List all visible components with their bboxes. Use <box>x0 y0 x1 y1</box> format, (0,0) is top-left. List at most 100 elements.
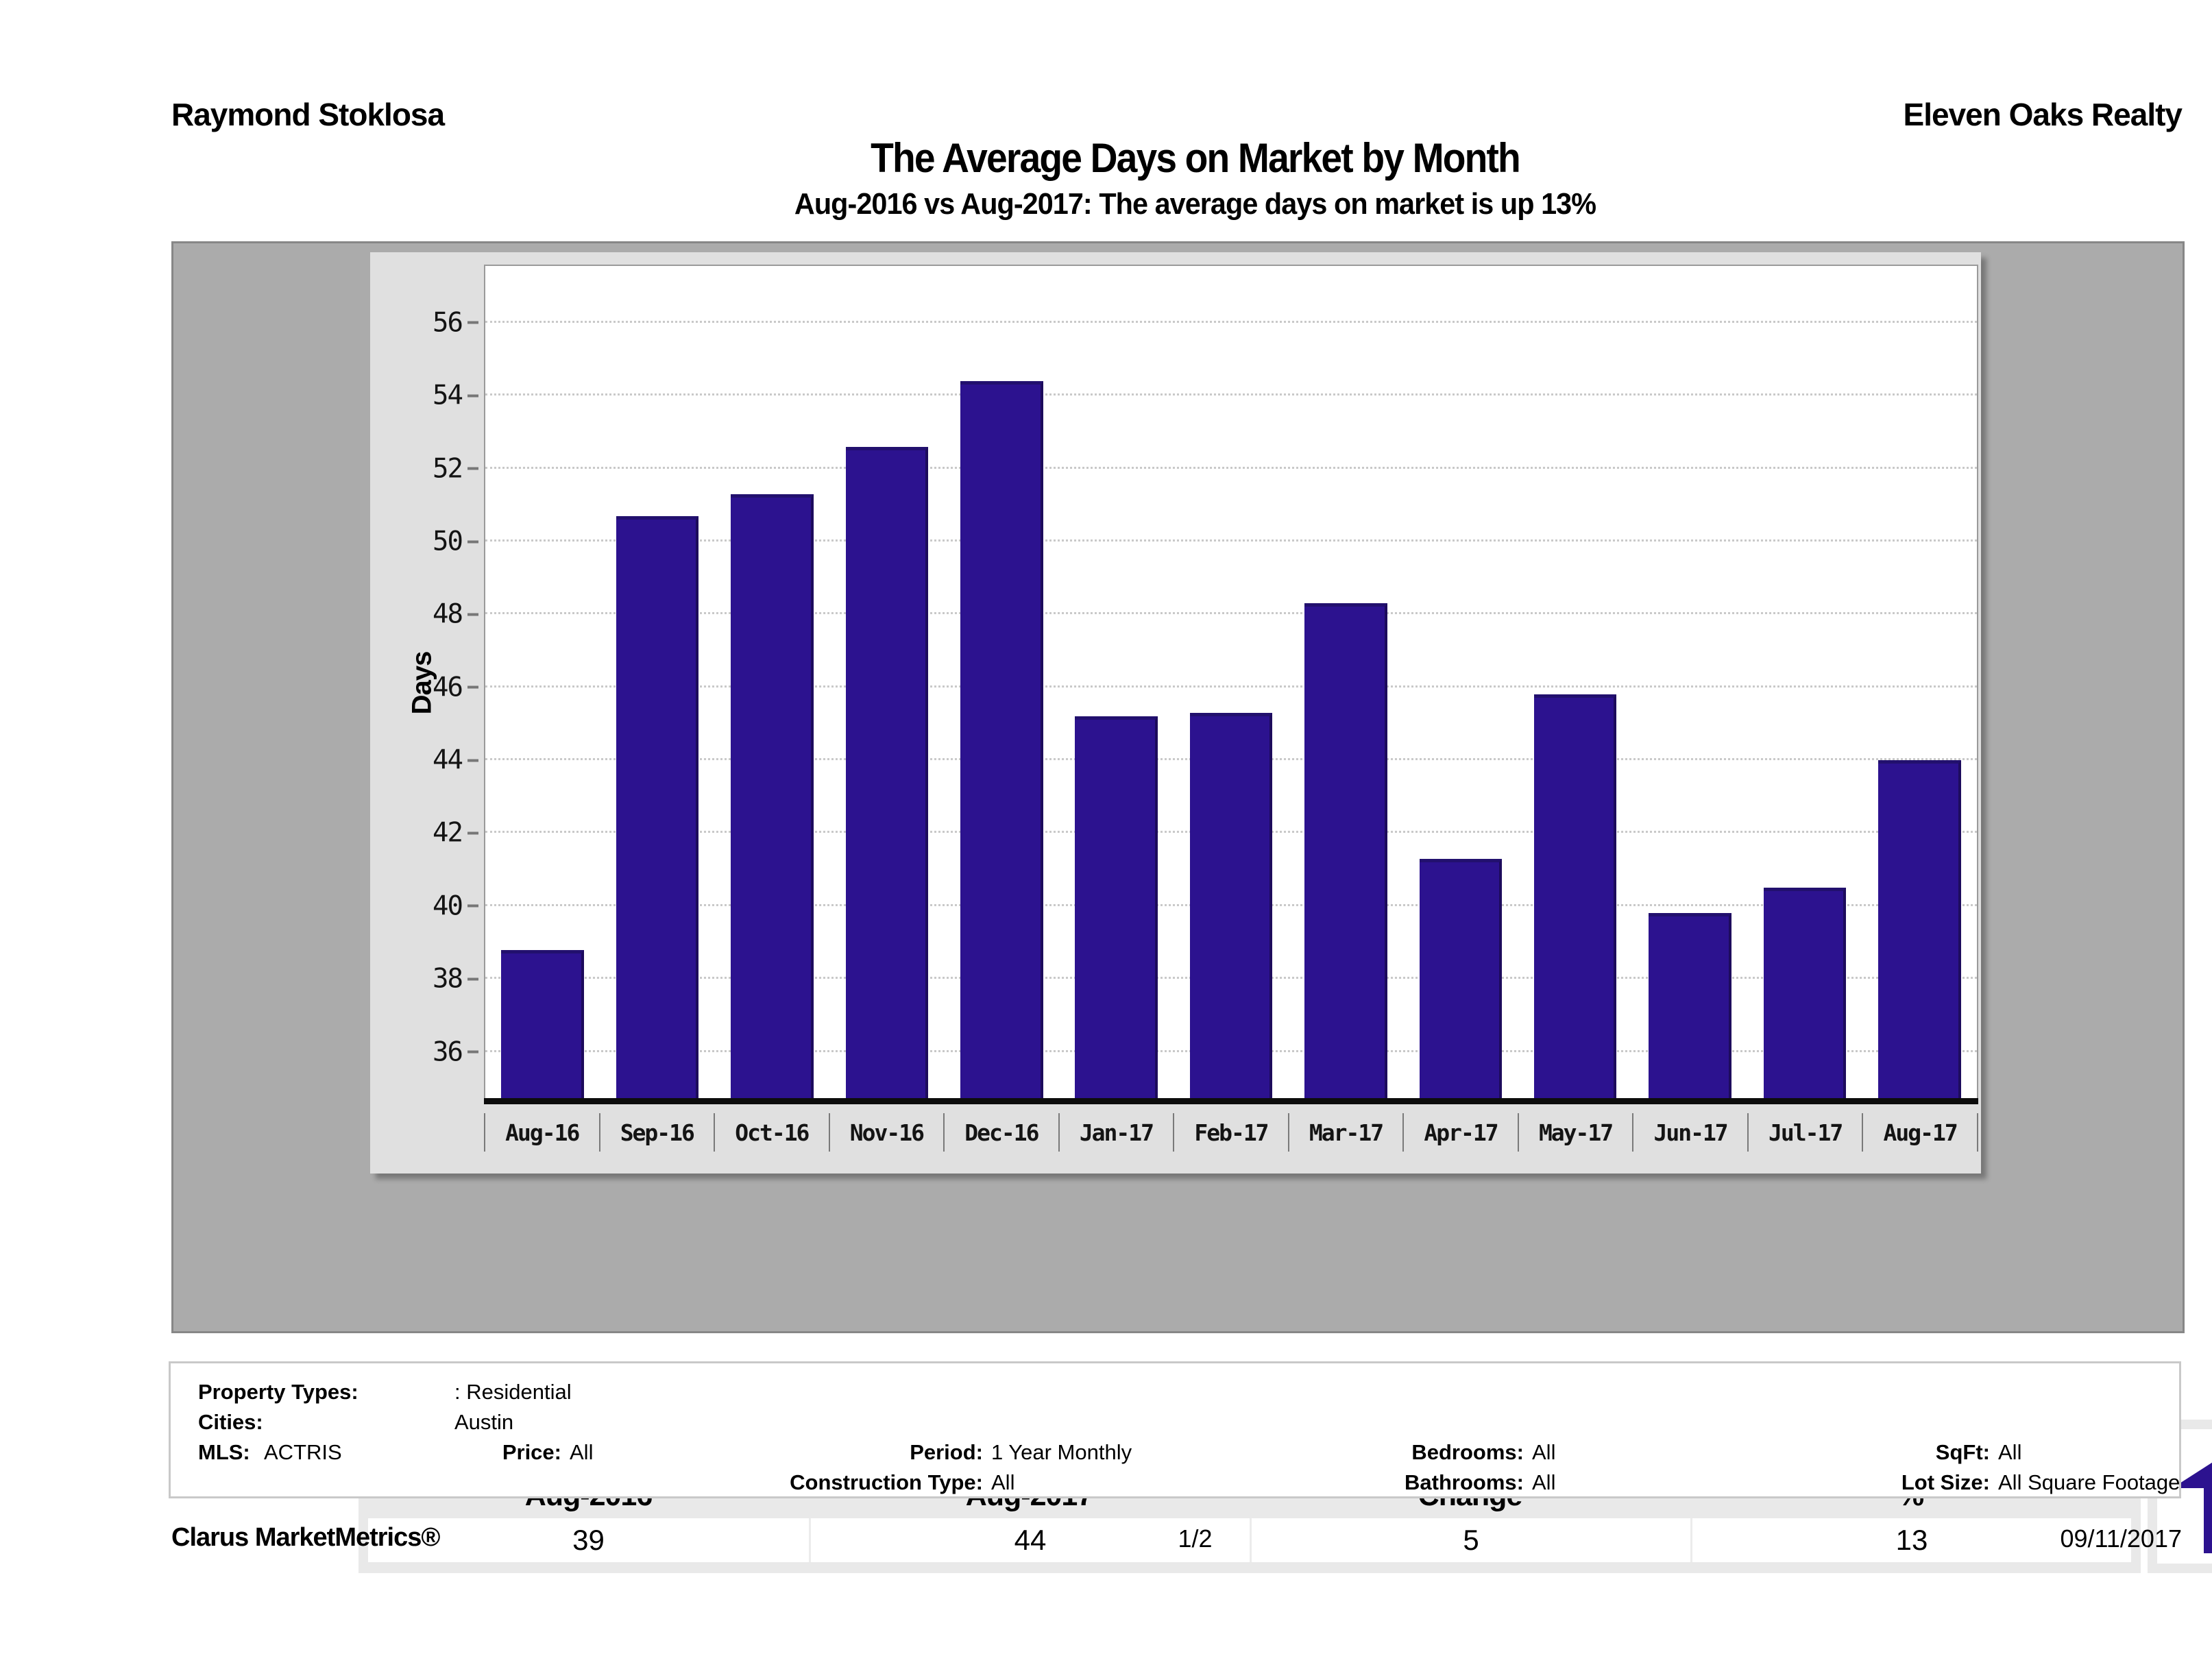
y-tick-mark <box>467 321 478 324</box>
x-axis-line <box>484 1098 1978 1104</box>
mls-label: MLS: <box>198 1440 250 1464</box>
gridline-50 <box>485 539 1977 542</box>
y-tick-42: 42 <box>433 818 478 849</box>
x-label-feb-17: Feb-17 <box>1173 1113 1288 1152</box>
y-tick-mark <box>467 394 478 398</box>
cities-value: Austin <box>454 1410 514 1434</box>
construction-type-value: All <box>991 1470 1015 1494</box>
filter-mls: MLS: <box>198 1439 250 1466</box>
x-label-mar-17: Mar-17 <box>1287 1113 1403 1152</box>
filter-lot-size: Lot Size: All Square Footage <box>1901 1469 2180 1496</box>
x-label-dec-16: Dec-16 <box>943 1113 1058 1152</box>
cities-label: Cities: <box>198 1410 263 1434</box>
bathrooms-value: All <box>1532 1470 1556 1494</box>
bar-slot-oct-16 <box>715 266 829 1103</box>
chart-outer-panel: Days 36 38 40 42 44 46 48 50 52 54 56 Aug-16 Sep-16… <box>171 241 2212 1573</box>
bar-slot-mar-17 <box>1289 266 1403 1103</box>
construction-type-label: Construction Type: <box>790 1470 983 1494</box>
x-label-jan-17: Jan-17 <box>1058 1113 1174 1152</box>
bar-mar-17 <box>1304 603 1387 1103</box>
y-tick-mark <box>467 613 478 616</box>
filter-property-types: Property Types: <box>198 1378 358 1406</box>
gridline-56 <box>485 320 1977 323</box>
gridline-52 <box>485 466 1977 469</box>
filter-sqft: SqFt: All <box>1936 1439 2022 1466</box>
footer-date: 09/11/2017 <box>2060 1524 2182 1553</box>
filters-box: Property Types: : Residential Cities: Au… <box>169 1361 2181 1498</box>
filter-cities: Cities: <box>198 1409 263 1436</box>
plot-area: 36 38 40 42 44 46 48 50 52 54 56 <box>433 265 1978 1104</box>
y-axis-title-text: Days <box>406 651 437 715</box>
filter-bedrooms: Bedrooms: All <box>1411 1439 1556 1466</box>
price-value: All <box>570 1440 594 1464</box>
y-tick-44: 44 <box>433 745 478 776</box>
bar-feb-17 <box>1189 712 1273 1103</box>
y-axis-title: Days <box>391 265 454 1102</box>
value-change: 5 <box>1250 1518 1690 1562</box>
filter-bathrooms: Bathrooms: All <box>1405 1469 1556 1496</box>
x-label-jul-17: Jul-17 <box>1747 1113 1862 1152</box>
y-tick-mark <box>467 1050 478 1054</box>
gridline-48 <box>485 612 1977 615</box>
filter-mls-value: ACTRIS <box>264 1439 342 1466</box>
y-tick-56: 56 <box>433 307 478 338</box>
lot-size-label: Lot Size: <box>1901 1470 1990 1494</box>
x-label-sep-16: Sep-16 <box>598 1113 714 1152</box>
bedrooms-value: All <box>1532 1440 1556 1464</box>
property-types-label: Property Types: <box>198 1380 358 1404</box>
y-tick-52: 52 <box>433 453 478 484</box>
x-axis-labels: Aug-16 Sep-16 Oct-16 Nov-16 Dec-16 Jan-17 Feb-… <box>484 1113 1978 1152</box>
bar-dec-16 <box>960 381 1043 1103</box>
y-tick-36: 36 <box>433 1036 478 1067</box>
page-subtitle: Aug-2016 vs Aug-2017: The average days o… <box>794 187 1596 221</box>
y-tick-mark <box>467 685 478 689</box>
bar-aug-16 <box>501 949 584 1103</box>
period-value: 1 Year Monthly <box>991 1440 1132 1464</box>
y-tick-mark <box>467 540 478 544</box>
bar-slot-aug-16 <box>485 266 600 1103</box>
filter-property-types-value: : Residential <box>454 1378 572 1406</box>
bar-slot-jun-17 <box>1633 266 1747 1103</box>
y-tick-50: 50 <box>433 526 478 557</box>
page-title: The Average Days on Market by Month <box>871 135 1521 181</box>
filter-price: Price: All <box>502 1439 594 1466</box>
company-name: Eleven Oaks Realty <box>1903 97 2183 132</box>
y-tick-40: 40 <box>433 890 478 921</box>
bar-oct-16 <box>731 494 814 1103</box>
y-tick-mark <box>467 977 478 981</box>
bar-slot-feb-17 <box>1174 266 1288 1103</box>
y-tick-label-36: 36 <box>433 1036 463 1068</box>
bar-may-17 <box>1533 694 1617 1103</box>
bar-aug-17 <box>1878 760 1961 1103</box>
comparison-value-row: 39 44 5 13 <box>368 1518 2131 1562</box>
bar-jul-17 <box>1763 888 1847 1103</box>
x-label-nov-16: Nov-16 <box>828 1113 944 1152</box>
value-percent: 13 <box>1690 1518 2131 1562</box>
y-tick-38: 38 <box>433 964 478 995</box>
bar-slot-may-17 <box>1518 266 1633 1103</box>
footer-brand: Clarus MarketMetrics® <box>171 1523 440 1552</box>
bar-apr-17 <box>1419 858 1503 1103</box>
footer-page-number: 1/2 <box>1178 1524 1213 1553</box>
y-tick-mark <box>467 467 478 470</box>
y-tick-48: 48 <box>433 599 478 630</box>
price-label: Price: <box>502 1440 561 1464</box>
filter-cities-value: Austin <box>454 1409 513 1436</box>
bar-slot-dec-16 <box>945 266 1059 1103</box>
bar-jan-17 <box>1075 716 1158 1103</box>
title-block: The Average Days on Market by Month Aug-… <box>178 134 2212 221</box>
y-tick-mark <box>467 759 478 762</box>
sqft-label: SqFt: <box>1935 1440 1990 1464</box>
mls-value: ACTRIS <box>264 1440 342 1464</box>
x-label-oct-16: Oct-16 <box>714 1113 829 1152</box>
gridline-46 <box>485 685 1977 688</box>
bar-slot-aug-17 <box>1862 266 1977 1103</box>
bar-slot-jan-17 <box>1059 266 1174 1103</box>
agent-name: Raymond Stoklosa <box>171 97 445 132</box>
y-tick-label-44: 44 <box>433 744 463 776</box>
y-tick-label-54: 54 <box>433 380 463 411</box>
period-label: Period: <box>910 1440 983 1464</box>
property-types-value: : Residential <box>454 1380 572 1404</box>
chart-panel: Days 36 38 40 42 44 46 48 50 52 54 56 Aug-16 Sep-16… <box>370 252 1981 1174</box>
